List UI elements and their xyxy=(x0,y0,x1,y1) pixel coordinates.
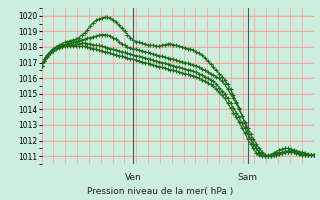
Text: Pression niveau de la mer( hPa ): Pression niveau de la mer( hPa ) xyxy=(87,187,233,196)
Text: Ven: Ven xyxy=(125,173,141,182)
Text: Sam: Sam xyxy=(238,173,258,182)
